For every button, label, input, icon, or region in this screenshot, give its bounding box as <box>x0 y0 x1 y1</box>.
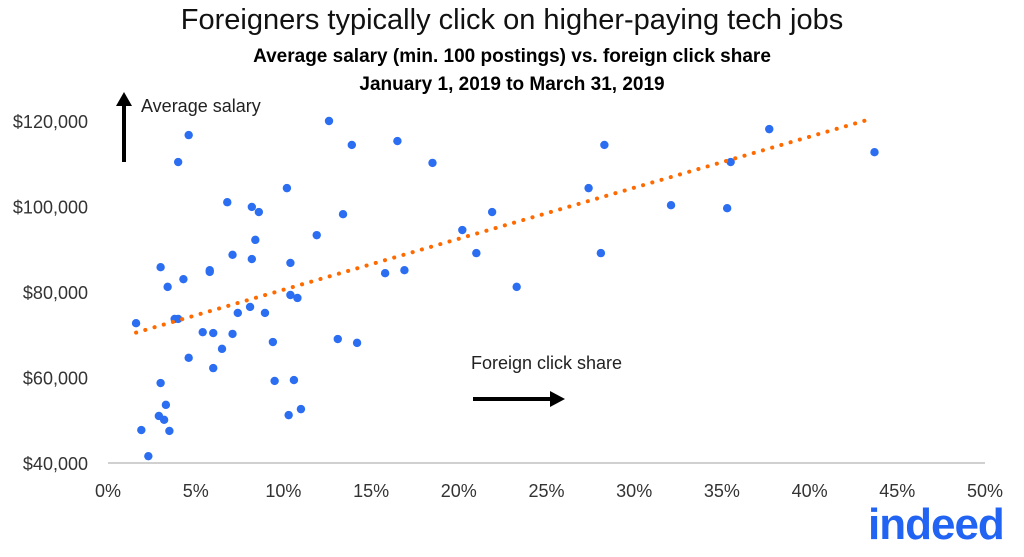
data-point <box>726 157 735 167</box>
data-point <box>393 136 402 146</box>
x-tick-label: 20% <box>441 481 477 501</box>
x-tick-label: 40% <box>792 481 828 501</box>
data-point <box>380 268 390 278</box>
data-point <box>254 207 264 217</box>
data-point <box>228 250 237 260</box>
y-tick-label: $40,000 <box>23 454 88 474</box>
data-point <box>338 209 348 219</box>
data-point <box>131 319 141 328</box>
x-tick-label: 25% <box>528 481 564 501</box>
data-point <box>324 116 334 126</box>
trendline <box>134 116 873 335</box>
data-point <box>173 314 183 324</box>
data-point <box>289 375 299 385</box>
y-arrow-head <box>116 92 132 106</box>
data-point <box>173 157 183 167</box>
data-point <box>282 183 292 193</box>
data-point <box>584 183 593 193</box>
indeed-logo: indeed <box>868 500 1005 549</box>
data-point <box>205 267 214 277</box>
data-point <box>184 130 193 140</box>
data-point <box>347 140 357 150</box>
data-point <box>286 290 295 300</box>
data-point <box>161 400 171 410</box>
data-point <box>163 282 172 292</box>
x-tick-label: 15% <box>353 481 389 501</box>
data-point <box>722 204 732 213</box>
y-tick-label: $100,000 <box>13 198 88 218</box>
data-point <box>260 308 270 318</box>
x-tick-label: 5% <box>183 481 209 501</box>
data-point <box>159 415 169 425</box>
data-point <box>400 265 409 275</box>
data-point <box>312 230 321 240</box>
x-tick-label: 35% <box>704 481 740 501</box>
data-point <box>596 248 606 258</box>
data-point <box>293 293 302 303</box>
data-point <box>284 410 293 420</box>
x-tick-label: 0% <box>95 481 121 501</box>
x-tick-label: 10% <box>265 481 301 501</box>
data-point <box>870 148 879 157</box>
data-point <box>268 337 278 347</box>
chart-subtitle-2: January 1, 2019 to March 31, 2019 <box>359 74 665 95</box>
data-point <box>198 327 207 337</box>
y-tick-label: $60,000 <box>23 369 88 389</box>
data-point <box>251 235 260 245</box>
data-point <box>247 254 257 264</box>
data-point <box>184 353 193 363</box>
data-point <box>165 426 174 436</box>
y-axis-label: Average salary <box>141 96 261 116</box>
data-point <box>600 140 609 150</box>
data-point <box>333 334 342 344</box>
data-point <box>209 363 218 373</box>
data-point <box>156 378 165 388</box>
data-point <box>352 338 362 348</box>
data-point <box>296 404 306 414</box>
data-point <box>245 302 255 312</box>
data-point <box>179 274 188 284</box>
data-point <box>144 451 153 461</box>
chart-title: Foreigners typically click on higher-pay… <box>180 4 844 36</box>
data-point <box>472 248 481 258</box>
data-point <box>247 202 257 212</box>
data-point <box>137 425 146 435</box>
data-point <box>270 376 279 386</box>
x-tick-label: 45% <box>879 481 915 501</box>
data-point <box>233 308 242 318</box>
data-point <box>228 329 237 339</box>
data-point <box>487 207 497 217</box>
data-point <box>286 258 295 268</box>
data-point <box>209 328 218 338</box>
x-tick-label: 30% <box>616 481 652 501</box>
data-point <box>217 344 227 354</box>
x-axis-label: Foreign click share <box>471 353 622 373</box>
x-tick-label: 50% <box>967 481 1003 501</box>
data-point <box>666 201 676 210</box>
y-tick-label: $120,000 <box>13 112 88 132</box>
data-point <box>458 225 467 235</box>
chart-subtitle-1: Average salary (min. 100 postings) vs. f… <box>253 46 771 67</box>
data-point <box>223 198 232 207</box>
y-tick-label: $80,000 <box>23 283 88 303</box>
data-point <box>765 124 774 134</box>
data-point <box>512 282 521 292</box>
data-point <box>428 158 437 168</box>
data-point <box>156 263 165 272</box>
x-arrow-head <box>550 391 565 407</box>
